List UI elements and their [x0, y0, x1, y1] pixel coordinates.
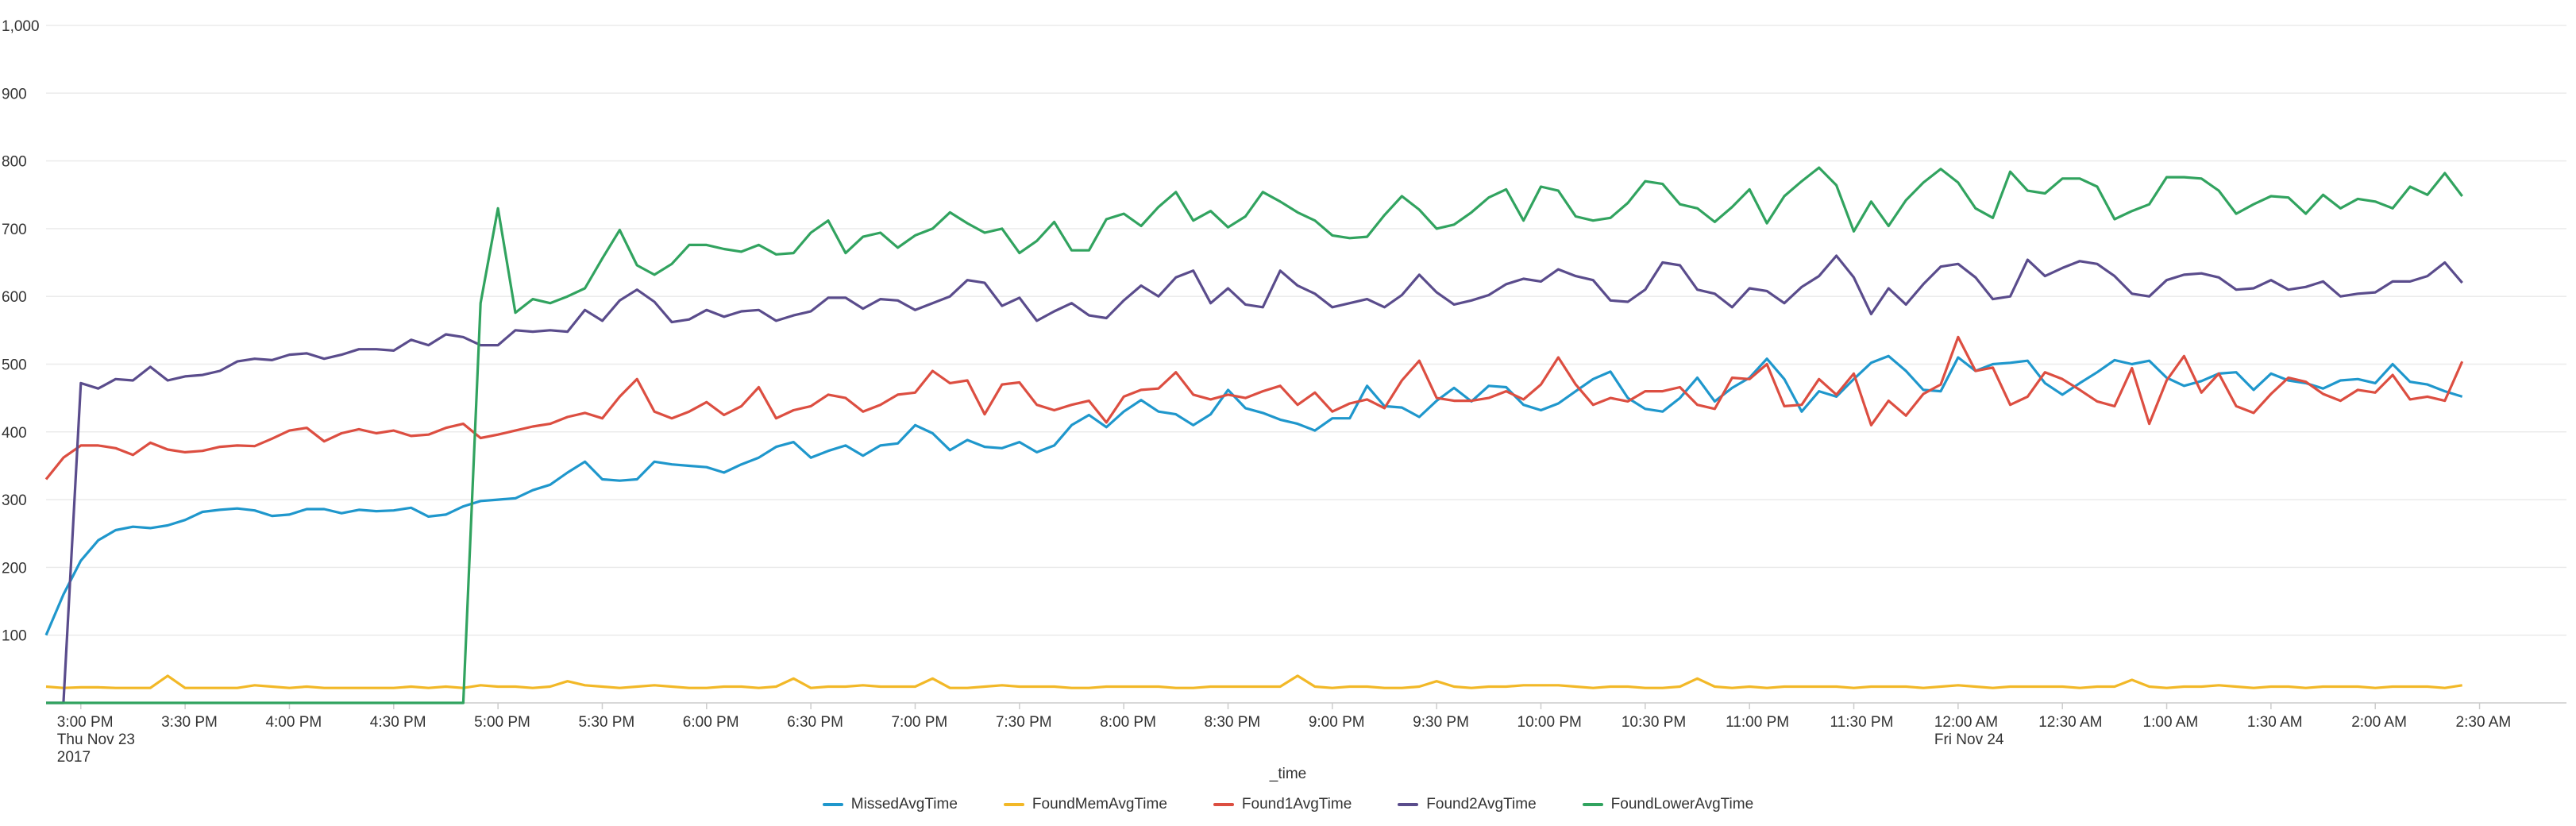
- legend-label: FoundLowerAvgTime: [1610, 796, 1754, 812]
- x-tick-label: 9:00 PM: [1309, 714, 1365, 731]
- x-tick-label: 7:00 PM: [891, 714, 947, 731]
- x-tick-label: 12:30 AM: [2038, 714, 2102, 731]
- y-tick-label: 100: [2, 628, 27, 645]
- x-tick-label: 11:30 PM: [1830, 714, 1894, 731]
- y-axis: 100 200 300 400 500 600 700 800 900 1,000: [2, 18, 40, 645]
- x-tick-label: 2017: [57, 749, 91, 762]
- legend-label: Found2AvgTime: [1426, 796, 1537, 812]
- x-tick-label: 3:30 PM: [161, 714, 218, 731]
- y-tick-label: 800: [2, 154, 27, 171]
- x-tick-label: Fri Nov 24: [1934, 731, 2004, 748]
- y-tick-label: 400: [2, 425, 27, 442]
- x-tick-label: 2:00 AM: [2351, 714, 2407, 731]
- legend-label: FoundMemAvgTime: [1032, 796, 1167, 812]
- x-tick-label: 10:30 PM: [1622, 714, 1686, 731]
- y-tick-label: 1,000: [2, 18, 40, 35]
- x-tick-label: 9:30 PM: [1413, 714, 1469, 731]
- x-tick-label: 4:30 PM: [370, 714, 426, 731]
- y-tick-label: 700: [2, 222, 27, 238]
- y-tick-label: 900: [2, 86, 27, 102]
- grid-layer: [46, 25, 2566, 636]
- legend-swatch: [822, 803, 843, 806]
- legend-swatch: [1582, 803, 1603, 806]
- series-line-foundmemavgtime: [45, 674, 2462, 689]
- legend-swatch: [1003, 803, 1024, 806]
- legend-item[interactable]: MissedAvgTime: [822, 796, 958, 813]
- y-tick-label: 500: [2, 357, 27, 374]
- x-tick-label: 2:30 AM: [2456, 714, 2512, 731]
- x-tick-label: 6:30 PM: [787, 714, 843, 731]
- x-tick-label: 11:00 PM: [1726, 714, 1789, 731]
- x-tick-label: 5:30 PM: [578, 714, 634, 731]
- x-tick-label: 4:00 PM: [265, 714, 322, 731]
- x-tick-label: 8:30 PM: [1204, 714, 1260, 731]
- legend-swatch: [1213, 803, 1234, 806]
- x-tick-label: 3:00 PM: [57, 714, 114, 731]
- x-tick-label: 7:30 PM: [996, 714, 1052, 731]
- legend-label: Found1AvgTime: [1241, 796, 1352, 812]
- legend-label: MissedAvgTime: [850, 796, 958, 812]
- legend-item[interactable]: FoundMemAvgTime: [1003, 796, 1167, 813]
- x-tick-label: 1:30 AM: [2247, 714, 2303, 731]
- x-tick-label: 6:00 PM: [683, 714, 739, 731]
- y-tick-label: 200: [2, 560, 27, 577]
- x-axis-title: _time: [1269, 766, 1307, 782]
- series-line-found1avgtime: [44, 335, 2464, 481]
- x-tick-label: 10:00 PM: [1517, 714, 1582, 731]
- series-line-missedavgtime: [44, 354, 2463, 636]
- y-tick-label: 600: [2, 289, 27, 306]
- legend-item[interactable]: Found2AvgTime: [1398, 796, 1537, 813]
- series-line-foundloweravgtime: [46, 166, 2463, 704]
- series-layer: [44, 166, 2464, 704]
- x-tick-label: 8:00 PM: [1100, 714, 1156, 731]
- y-tick-label: 300: [2, 492, 27, 509]
- legend-item[interactable]: FoundLowerAvgTime: [1582, 796, 1754, 813]
- chart-plot-area: 100 200 300 400 500 600 700 800 900 1,000 3:00 PM…: [2, 18, 2566, 766]
- x-tick-label: 12:00 AM: [1934, 714, 1998, 731]
- x-tick-label: Thu Nov 23: [57, 731, 135, 748]
- legend-item[interactable]: Found1AvgTime: [1213, 796, 1352, 813]
- legend-swatch: [1398, 803, 1419, 806]
- x-tick-label: 5:00 PM: [474, 714, 530, 731]
- legend: MissedAvgTime FoundMemAvgTime Found1AvgTim…: [0, 790, 2576, 819]
- x-tick-label: 1:00 AM: [2143, 714, 2199, 731]
- series-line-found2avgtime: [46, 254, 2463, 704]
